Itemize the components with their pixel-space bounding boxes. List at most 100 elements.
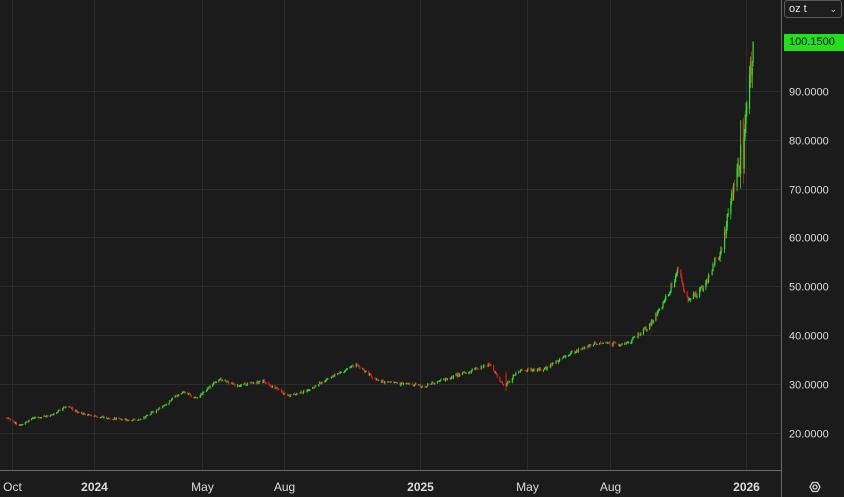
candle-body (80, 412, 83, 414)
candle-body (370, 375, 373, 377)
candle-body (437, 381, 439, 383)
candle-body (314, 385, 316, 388)
candle-body (440, 379, 442, 381)
candle-body (84, 413, 86, 416)
candle-body (377, 379, 380, 381)
candle-body (449, 377, 451, 379)
candle-body (707, 279, 709, 282)
candle-body (592, 344, 595, 346)
candle-body (468, 372, 470, 374)
candle-body (14, 421, 17, 424)
candle-body (287, 394, 290, 396)
candle-body (537, 368, 539, 370)
candle-body (538, 368, 540, 371)
candle-body (268, 382, 270, 385)
candle-body (696, 295, 698, 297)
time-tick-label: Oct (3, 480, 22, 494)
candle-body (6, 417, 8, 419)
candle-body (101, 416, 103, 418)
candle-body (690, 298, 692, 300)
candle-body (290, 394, 292, 396)
candle-body (334, 374, 336, 377)
candle-body (638, 333, 640, 335)
candle-body (725, 225, 727, 234)
candle-body (719, 252, 721, 259)
candle-body (481, 365, 483, 367)
candle-body (47, 415, 49, 417)
candle-body (313, 387, 315, 389)
candle-body (275, 387, 277, 389)
candle-body (446, 378, 448, 381)
candle-body (256, 381, 258, 384)
candle-body (156, 409, 158, 411)
candle-body (514, 374, 516, 376)
candle-body (615, 342, 617, 344)
candle-body (568, 355, 571, 357)
candle-body (457, 373, 459, 377)
candle-body (586, 346, 588, 348)
candle-body (228, 381, 230, 384)
candle-body (274, 385, 276, 390)
candle-body (106, 418, 109, 420)
candle-body (263, 380, 265, 383)
price-tick-label: 40.0000 (789, 331, 829, 343)
candle-body (208, 386, 210, 388)
candle-body (380, 380, 382, 383)
candle-body (305, 390, 307, 392)
candle-body (187, 392, 189, 395)
candle-body (184, 392, 186, 394)
candle-body (732, 184, 735, 201)
candle-body (649, 323, 651, 330)
candle-body (742, 120, 744, 169)
candle-body (201, 393, 203, 395)
candle-body (219, 379, 221, 381)
candle-body (480, 366, 482, 369)
candle-body (55, 412, 58, 414)
candle-body (714, 258, 716, 266)
candle-body (59, 409, 61, 411)
candle-body (627, 342, 629, 344)
candle-body (587, 345, 589, 348)
candle-body (600, 342, 603, 344)
candle-body (289, 394, 291, 397)
candle-body (427, 383, 430, 385)
unit-select[interactable]: oz t ⌄ (784, 0, 842, 18)
candle-body (150, 412, 152, 415)
candle-body (89, 415, 92, 417)
candle-body (68, 406, 70, 408)
candle-body (78, 411, 80, 413)
candle-body (550, 363, 553, 365)
candle-body (693, 293, 695, 297)
candle-body (487, 363, 489, 367)
candle-body (562, 357, 564, 359)
candle-body (24, 422, 26, 425)
candle-body (382, 380, 384, 382)
candle-body (434, 382, 436, 385)
candle-body (459, 374, 461, 377)
unit-select-value: oz t (789, 3, 807, 15)
candle-body (121, 419, 123, 421)
candle-body (112, 418, 114, 420)
candle-body (125, 418, 127, 421)
candle-body (443, 378, 445, 380)
candle-body (419, 384, 422, 388)
candle-body (539, 368, 541, 370)
candle-body (302, 392, 304, 394)
candle-body (163, 405, 166, 407)
candle-body (511, 378, 513, 383)
candle-body (288, 394, 290, 397)
candle-body (137, 419, 139, 421)
candle-body (443, 379, 446, 381)
candle-body (509, 381, 511, 383)
settings-gear-icon[interactable] (805, 478, 825, 496)
candle-body (94, 415, 96, 417)
candle-body (270, 385, 272, 387)
candle-body (264, 381, 266, 383)
candle-body (744, 123, 746, 137)
candle-body (476, 368, 479, 370)
candle-body (164, 404, 166, 406)
candle-body (639, 334, 641, 336)
candle-body (445, 378, 447, 380)
